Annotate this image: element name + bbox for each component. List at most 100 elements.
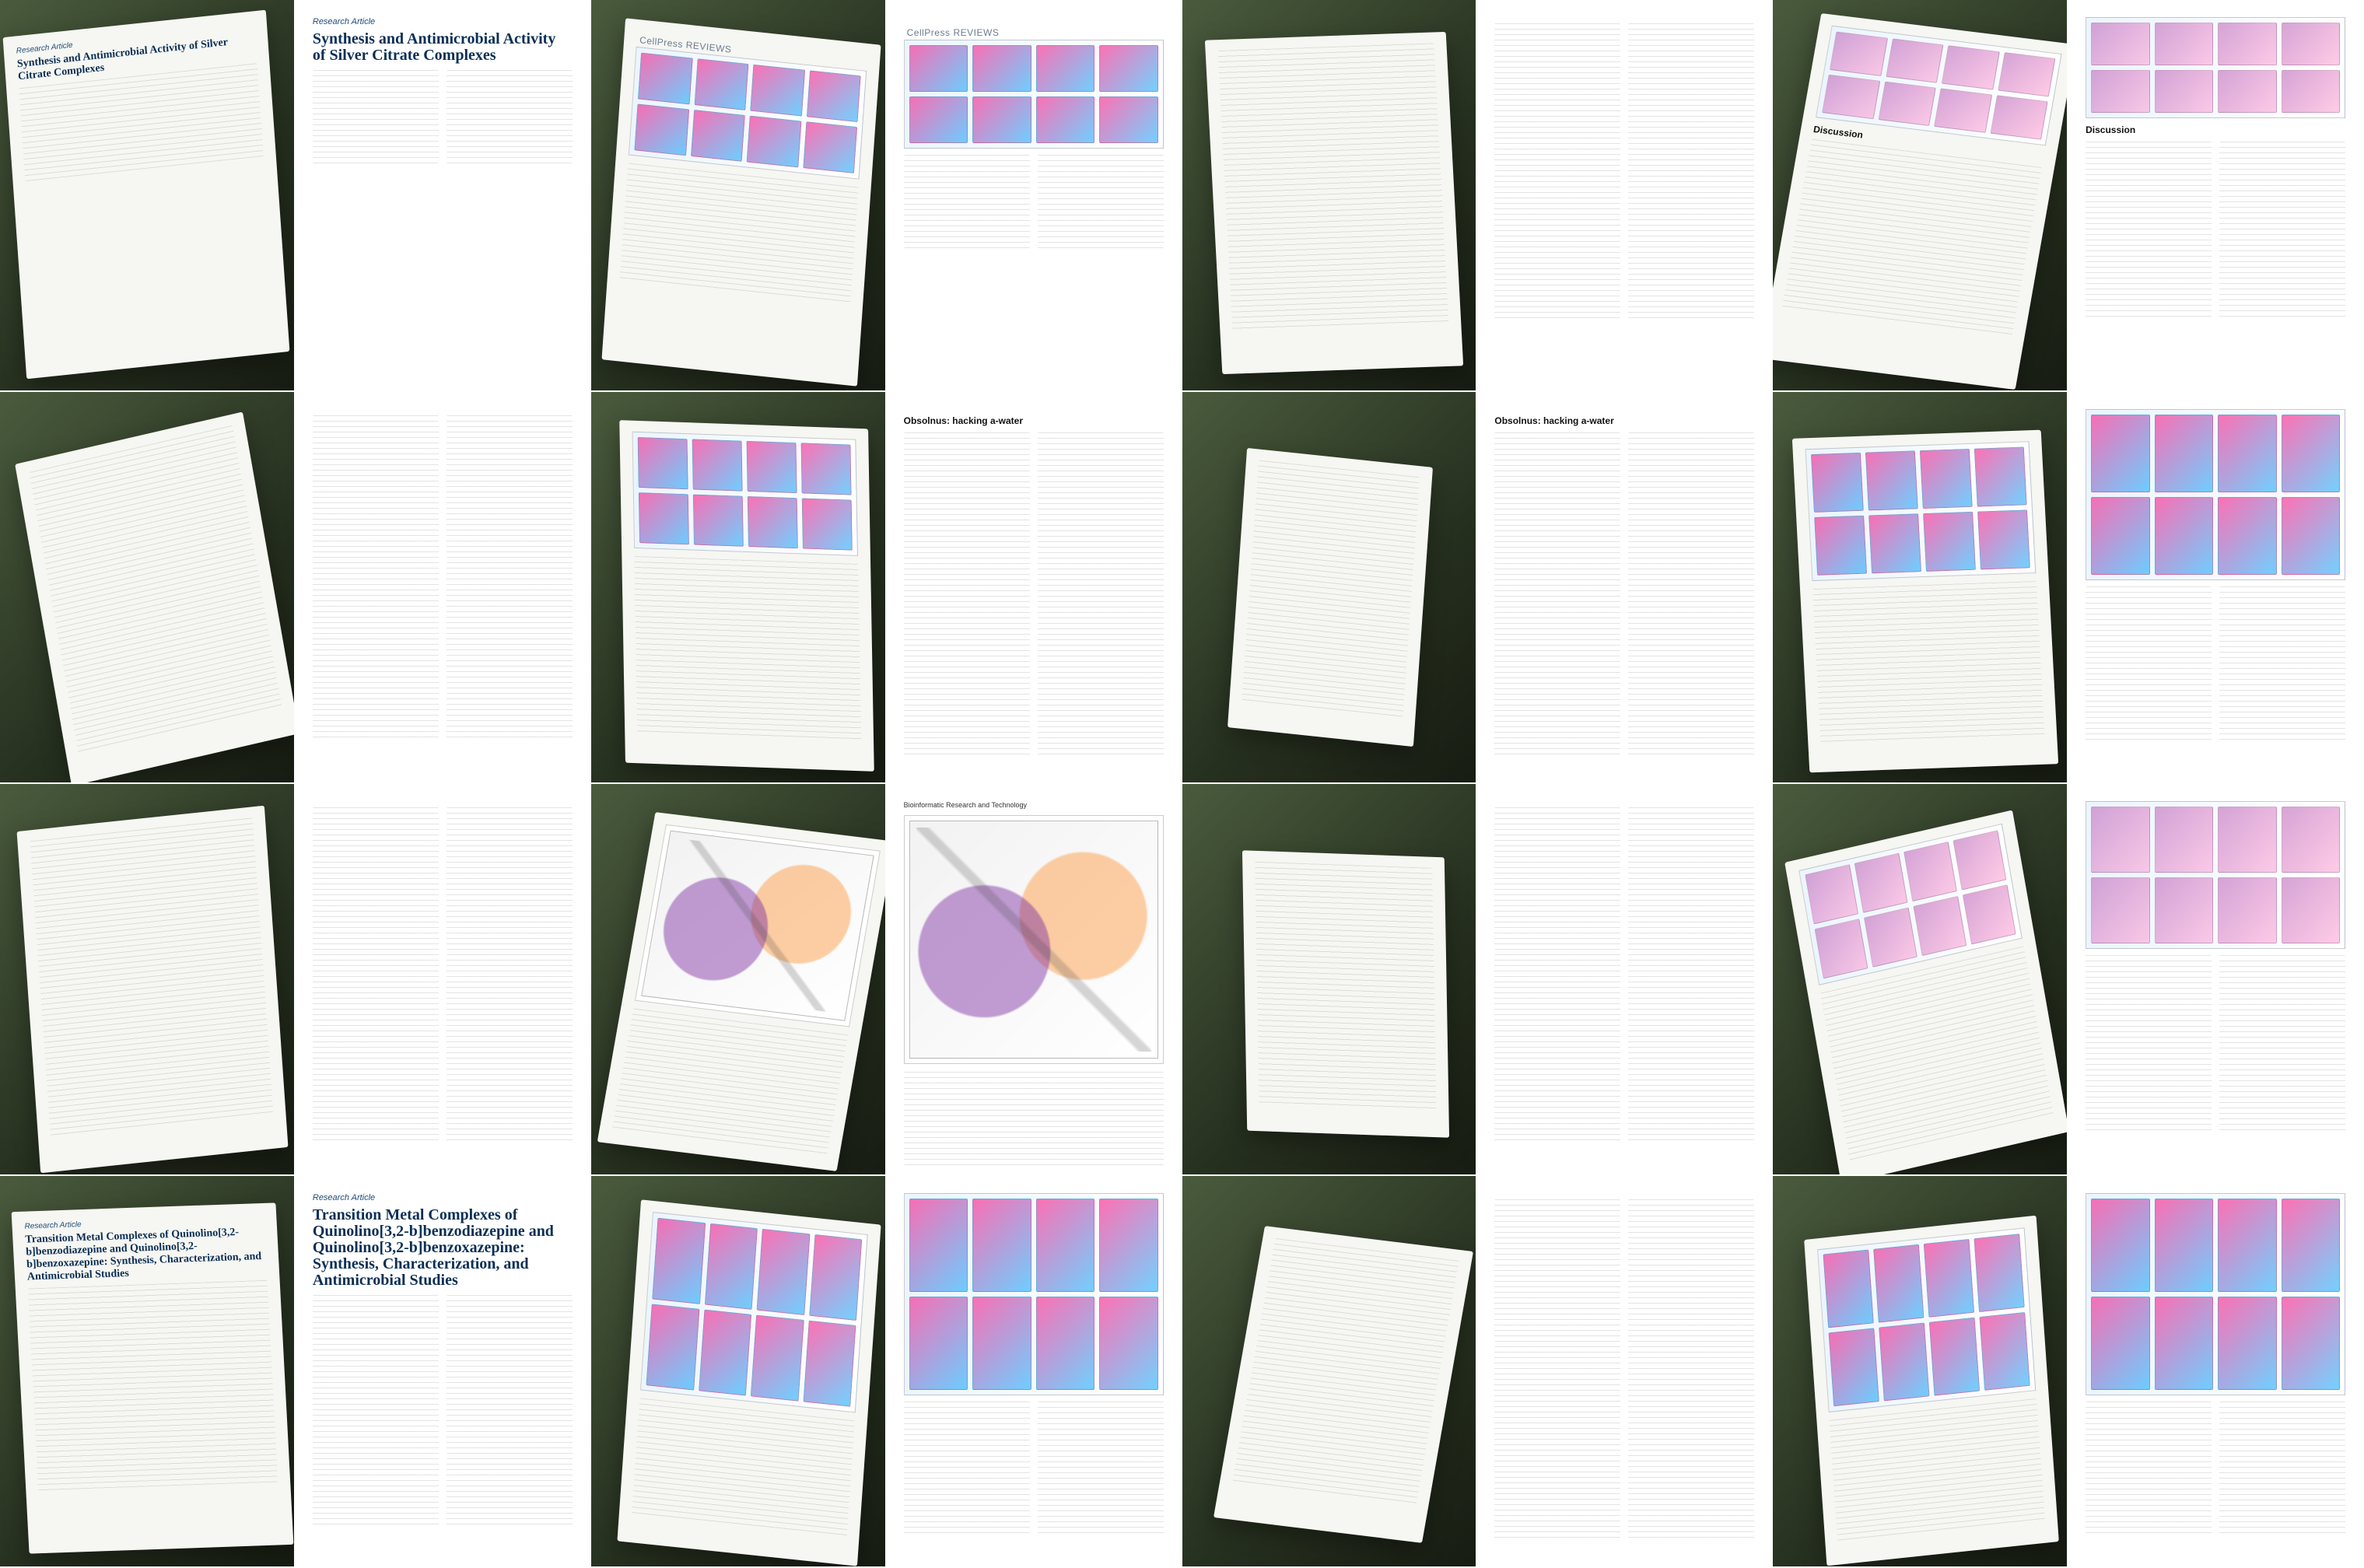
publisher-sub: REVIEWS: [953, 27, 1000, 38]
text-lines: [611, 1008, 848, 1158]
scan-tile-15: [1477, 1176, 1774, 1568]
scan-tile-16: [2068, 1176, 2364, 1568]
figure-tile: [692, 439, 743, 492]
figure-tile: [2091, 70, 2150, 113]
paper: [1784, 810, 2068, 1174]
text-lines-left: [2086, 955, 2212, 1134]
text-lines-right: [1628, 807, 1755, 1142]
scan-content: Obsolnus: hacking a-water: [887, 392, 1181, 782]
text-lines-left: [903, 155, 1030, 248]
paper-content: [1792, 430, 2058, 773]
figure-tile: [1886, 38, 1944, 83]
paper-content: [619, 420, 874, 772]
figure-tile: [1823, 1249, 1875, 1328]
text-lines-right: [446, 415, 573, 742]
photo-tile-2: CellPress REVIEWS: [590, 0, 887, 392]
publisher-name: CellPress: [906, 27, 951, 38]
paper-content: Research Article Synthesis and Antimicro…: [3, 10, 290, 380]
figure-tile: [2218, 1297, 2277, 1390]
figure-tile: [1990, 95, 2048, 140]
text-lines: [631, 1398, 855, 1538]
figure-tile: [1974, 1234, 2025, 1313]
figure-tile: [1854, 852, 1908, 913]
paper-content: [597, 812, 885, 1171]
two-column-text: [1494, 1199, 1755, 1542]
text-lines: [1241, 460, 1420, 718]
paper: Discussion: [1773, 13, 2068, 390]
scan-tile-1: Research Article Synthesis and Antimicro…: [295, 0, 591, 392]
paper-content: [17, 806, 289, 1174]
figure-panel: [2086, 409, 2345, 580]
section-title: Obsolnus: hacking a-water: [1494, 415, 1614, 426]
figure-tile: [2281, 877, 2340, 943]
photo-tile-15: [1182, 1176, 1478, 1568]
header-row: Bioinformatic Research and Technology: [904, 801, 1164, 809]
figure-tile: [909, 1199, 968, 1292]
figure-tile: [2154, 877, 2214, 943]
scatter-figure: [903, 815, 1164, 1064]
paper: [1227, 447, 1433, 747]
paper-content: [1204, 32, 1462, 374]
scan-tile-4: Discussion: [2068, 0, 2364, 392]
figure-tile: [1868, 513, 1922, 574]
figure-tile: [1035, 45, 1095, 92]
figure-tile: [2154, 1297, 2214, 1390]
figure-tile: [746, 440, 797, 494]
two-column-text: [903, 1402, 1164, 1534]
two-column-text: [1494, 807, 1755, 1142]
figure-tile: [1878, 81, 1937, 126]
paper: [597, 812, 885, 1171]
photo-tile-5: [0, 392, 296, 784]
two-column-text: [903, 155, 1164, 248]
text-lines-left: [1494, 1199, 1621, 1542]
text-lines: [1820, 946, 2054, 1162]
paper: [1242, 850, 1449, 1138]
figure-tile: [972, 96, 1031, 143]
figure-panel: [903, 40, 1164, 149]
figure-tile: [756, 1228, 810, 1315]
paper-content: [617, 1199, 881, 1566]
figure-tile: [2091, 415, 2150, 492]
paper: [1804, 1215, 2060, 1566]
text-lines: [19, 63, 264, 182]
figure-tile: [692, 494, 744, 547]
text-lines: [1231, 1237, 1459, 1507]
scan-tile-6: Obsolnus: hacking a-water: [886, 392, 1182, 784]
text-lines-left: [1494, 23, 1621, 319]
text-lines-right: [446, 70, 573, 163]
scan-content: CellPress REVIEWS: [887, 0, 1181, 390]
figure-tile: [802, 121, 857, 173]
scan-content: [2068, 392, 2362, 782]
text-lines-left: [312, 1295, 439, 1528]
figure-tile: [1811, 452, 1865, 513]
figure-tile: [2091, 23, 2150, 65]
figure-tile: [1963, 884, 2016, 945]
publisher-name: CellPress: [639, 34, 684, 51]
figure-tile: [808, 1234, 862, 1321]
figure-tile: [802, 1320, 856, 1407]
text-lines-right: [1628, 432, 1755, 759]
two-column-text: [1494, 23, 1755, 319]
figure-tile: [1035, 1297, 1095, 1390]
figure-tile: [909, 45, 968, 92]
figure-tile: [800, 443, 852, 495]
scan-tile-13: Research Article Transition Metal Comple…: [295, 1176, 591, 1568]
figure-tile: [1873, 1244, 1924, 1323]
text-lines-left: [312, 70, 439, 163]
figure-tile: [1934, 88, 1992, 133]
scan-tile-14: [886, 1176, 1182, 1568]
figure-tile: [1924, 1238, 1975, 1318]
text-lines: [1782, 138, 2043, 336]
figure-tile: [2218, 807, 2277, 873]
figure-tile: [806, 70, 861, 123]
text-lines: [903, 1072, 1164, 1165]
scan-content: Research Article Synthesis and Antimicro…: [296, 0, 590, 390]
scan-content: [1477, 0, 1771, 390]
paper-content: [1804, 1216, 2059, 1566]
figure-tile: [972, 1199, 1031, 1292]
figure-tile: [1920, 448, 1973, 509]
text-lines: [1829, 1398, 2046, 1545]
scan-content: [296, 392, 590, 782]
text-lines: [1217, 43, 1448, 331]
